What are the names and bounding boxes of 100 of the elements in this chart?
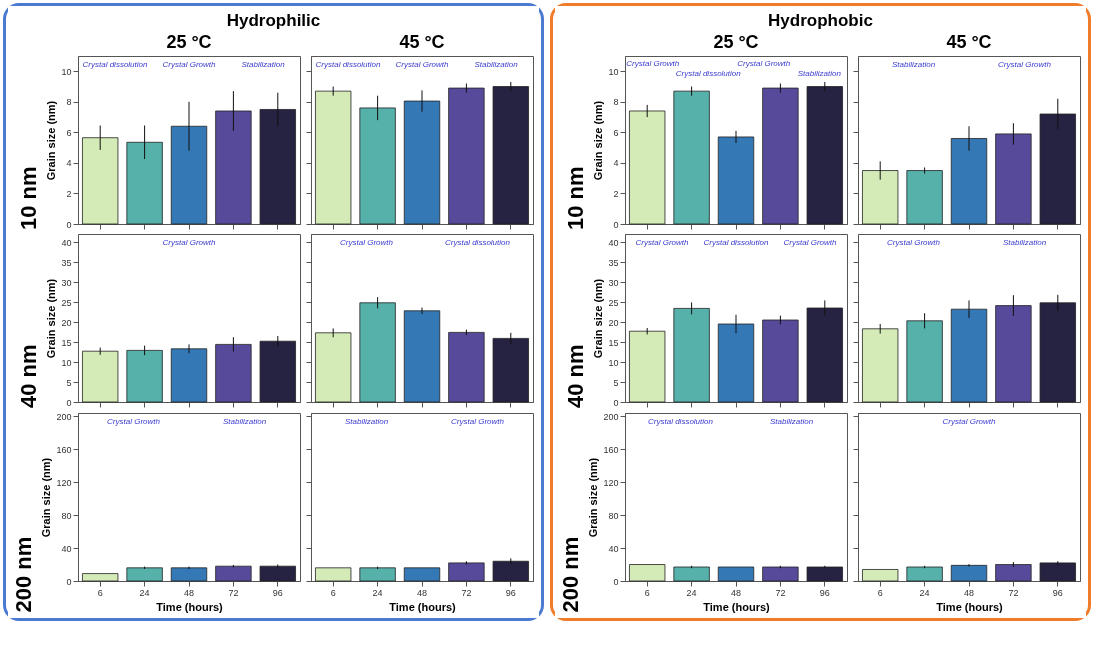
x-tick-label: 72 (775, 587, 786, 598)
annotation: Crystal dissolution (675, 69, 742, 78)
y-tick-label: 40 (61, 237, 72, 248)
y-tick-label: 30 (61, 277, 72, 288)
chart-subtitle: 45 °C (399, 32, 445, 52)
text: 200 nm (11, 536, 37, 613)
y-tick-label: 10 (608, 66, 619, 77)
y-tick-label: 6 (613, 127, 619, 138)
y-tick-label: 20 (61, 317, 72, 328)
y-tick-label: 80 (61, 510, 72, 521)
y-axis-title: Grain size (nm) (592, 278, 605, 359)
annotation: Stabilization (344, 417, 389, 426)
y-tick-label: 35 (608, 257, 619, 268)
annotation: Stabilization (1002, 238, 1047, 247)
x-tick-label: 24 (139, 587, 150, 598)
y-tick-label: 15 (61, 337, 72, 348)
annotation: Crystal Growth (162, 60, 216, 69)
y-tick-label: 0 (613, 219, 619, 230)
y-tick-label: 0 (66, 576, 72, 587)
annotation: Stabilization (797, 69, 842, 78)
x-tick-label: 6 (644, 587, 650, 598)
text: 40 nm (563, 344, 589, 408)
x-tick-label: 24 (919, 587, 930, 598)
y-tick-label: 0 (66, 219, 72, 230)
x-tick-label: 72 (1008, 587, 1019, 598)
annotation: Crystal Growth (107, 417, 161, 426)
y-axis-title: Grain size (nm) (592, 100, 605, 181)
y-axis-title: Grain size (nm) (40, 457, 53, 538)
y-axis-title: Grain size (nm) (45, 278, 58, 359)
annotation: Crystal dissolution (82, 60, 148, 69)
y-tick-label: 40 (61, 543, 72, 554)
x-tick-label: 48 (730, 587, 742, 598)
y-tick-label: 35 (61, 257, 72, 268)
y-tick-label: 30 (608, 277, 619, 288)
y-tick-label: 2 (66, 188, 72, 199)
annotation: Crystal Growth (395, 60, 449, 69)
x-axis-title: Time (hours) (703, 600, 771, 613)
y-tick-label: 10 (608, 357, 619, 368)
annotation: Crystal dissolution (648, 417, 714, 426)
annotation: Crystal Growth (162, 238, 216, 247)
y-tick-label: 200 (56, 411, 72, 422)
y-tick-label: 2 (613, 188, 619, 199)
x-tick-label: 48 (183, 587, 195, 598)
y-tick-label: 0 (613, 576, 619, 587)
x-tick-label: 96 (505, 587, 516, 598)
y-tick-label: 5 (66, 377, 72, 388)
annotation: Stabilization (891, 60, 936, 69)
annotation: Crystal Growth (887, 238, 941, 247)
y-tick-label: 120 (56, 477, 72, 488)
x-tick-label: 24 (372, 587, 383, 598)
x-tick-label: 72 (228, 587, 239, 598)
annotation: Crystal Growth (635, 238, 689, 247)
x-tick-label: 6 (330, 587, 336, 598)
x-axis-title: Time (hours) (936, 600, 1004, 613)
chart-title: Hydrophilic (226, 10, 321, 30)
annotation: Stabilization (769, 417, 814, 426)
annotation: Crystal dissolution (445, 238, 511, 247)
y-tick-label: 40 (608, 543, 619, 554)
y-tick-label: 40 (608, 237, 619, 248)
x-tick-label: 6 (877, 587, 883, 598)
annotation: Crystal dissolution (703, 238, 769, 247)
y-tick-label: 8 (66, 97, 72, 108)
annotation: Crystal Growth (942, 417, 996, 426)
annotation: Crystal dissolution (315, 60, 381, 69)
y-axis-title: Grain size (nm) (45, 100, 58, 181)
annotation: Stabilization (241, 60, 286, 69)
y-tick-label: 15 (608, 337, 619, 348)
annotation: Crystal Growth (783, 238, 837, 247)
y-tick-label: 160 (603, 444, 619, 455)
y-tick-label: 10 (61, 66, 72, 77)
annotation: Crystal Growth (340, 238, 394, 247)
x-axis-title: Time (hours) (156, 600, 224, 613)
chart-title: Hydrophobic (768, 10, 873, 30)
x-tick-label: 96 (819, 587, 830, 598)
y-tick-label: 200 (603, 411, 619, 422)
x-tick-label: 6 (97, 587, 103, 598)
x-axis-title: Time (hours) (389, 600, 457, 613)
text: 200 nm (558, 536, 584, 613)
text: 10 nm (563, 166, 589, 230)
y-tick-label: 5 (613, 377, 619, 388)
annotation: Crystal Growth (451, 417, 505, 426)
y-tick-label: 160 (56, 444, 72, 455)
x-tick-label: 48 (416, 587, 428, 598)
annotation: Crystal Growth (998, 60, 1052, 69)
y-tick-label: 20 (608, 317, 619, 328)
text: 40 nm (16, 344, 42, 408)
chart-subtitle: 25 °C (166, 32, 212, 52)
chart-subtitle: 45 °C (946, 32, 992, 52)
y-tick-label: 4 (613, 158, 619, 169)
annotation: Stabilization (474, 60, 519, 69)
y-tick-label: 6 (66, 127, 72, 138)
x-tick-label: 24 (686, 587, 697, 598)
x-tick-label: 96 (272, 587, 283, 598)
y-axis-title: Grain size (nm) (587, 457, 600, 538)
y-tick-label: 0 (613, 397, 619, 408)
chart-subtitle: 25 °C (713, 32, 759, 52)
y-tick-label: 120 (603, 477, 619, 488)
annotation: Stabilization (222, 417, 267, 426)
x-tick-label: 72 (461, 587, 472, 598)
y-tick-label: 4 (66, 158, 72, 169)
